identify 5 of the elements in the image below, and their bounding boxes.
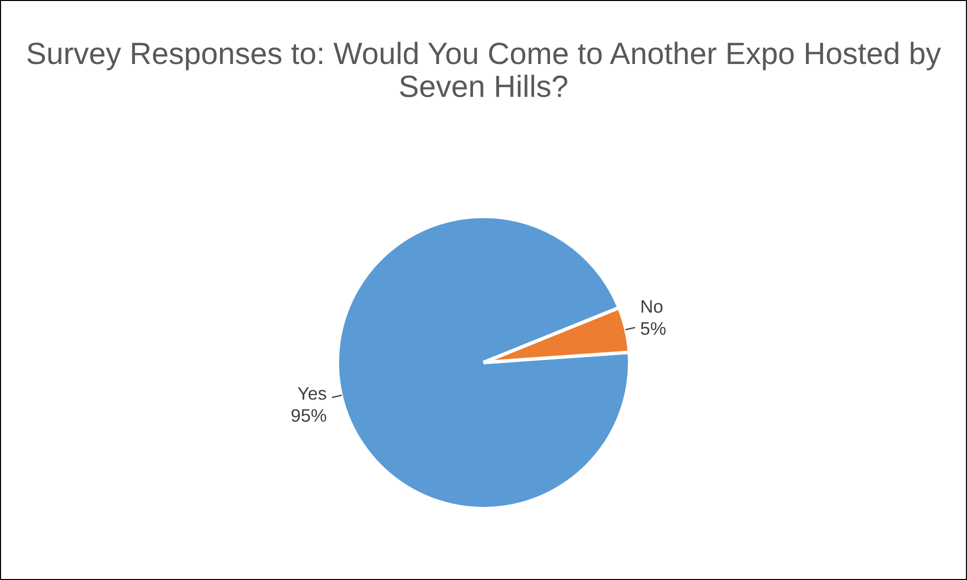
data-label: 5% [640, 322, 666, 335]
slice-label: No [642, 300, 662, 313]
data-label: 95% [292, 409, 326, 422]
chart-title: Survey Responses to: Would You Come to Another Expo Hosted by Seven Hills? [27, 42, 941, 98]
slice-label: Yes [298, 387, 326, 400]
